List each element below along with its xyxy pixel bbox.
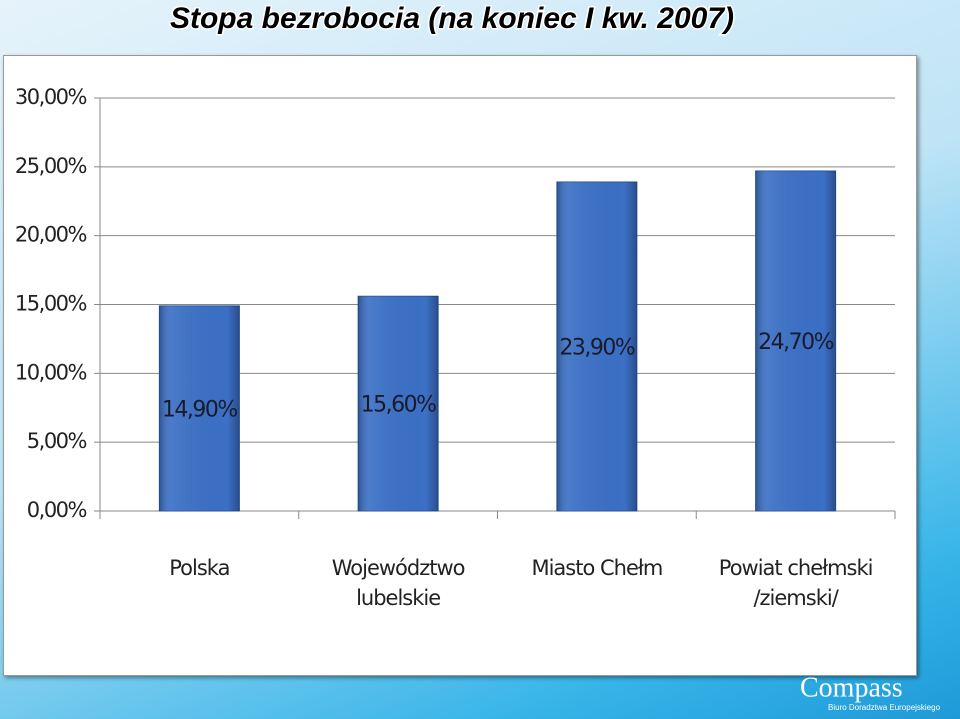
chart-title: Stopa bezrobocia (na koniec I kw. 2007) xyxy=(170,2,734,35)
y-tick-label: 30,00% xyxy=(15,85,87,109)
value-label: 15,60% xyxy=(361,393,436,418)
bar-shade xyxy=(556,181,637,511)
logo-tagline: Biuro Doradztwa Europejskiego xyxy=(828,703,941,712)
y-tick-label: 20,00% xyxy=(15,223,87,247)
y-tick-label: 15,00% xyxy=(15,292,87,316)
x-tick-label: Powiat chełmski /ziemski/ xyxy=(718,556,874,610)
value-label: 23,90% xyxy=(559,335,634,360)
value-label: 14,90% xyxy=(162,397,237,422)
y-tick-label: 0,00% xyxy=(27,498,87,522)
value-label: 24,70% xyxy=(758,330,833,355)
x-tick-label: Województwo lubelskie xyxy=(331,556,466,610)
x-tick-label: Miasto Chełm xyxy=(531,556,663,580)
y-tick-label: 5,00% xyxy=(27,429,87,453)
bar-shade xyxy=(358,296,439,511)
bar-shade xyxy=(159,305,240,511)
logo: Compass xyxy=(800,672,903,703)
x-tick-label: Polska xyxy=(169,556,230,580)
y-tick-label: 25,00% xyxy=(15,154,87,178)
y-tick-label: 10,00% xyxy=(15,360,87,384)
bar-shade xyxy=(755,170,836,512)
